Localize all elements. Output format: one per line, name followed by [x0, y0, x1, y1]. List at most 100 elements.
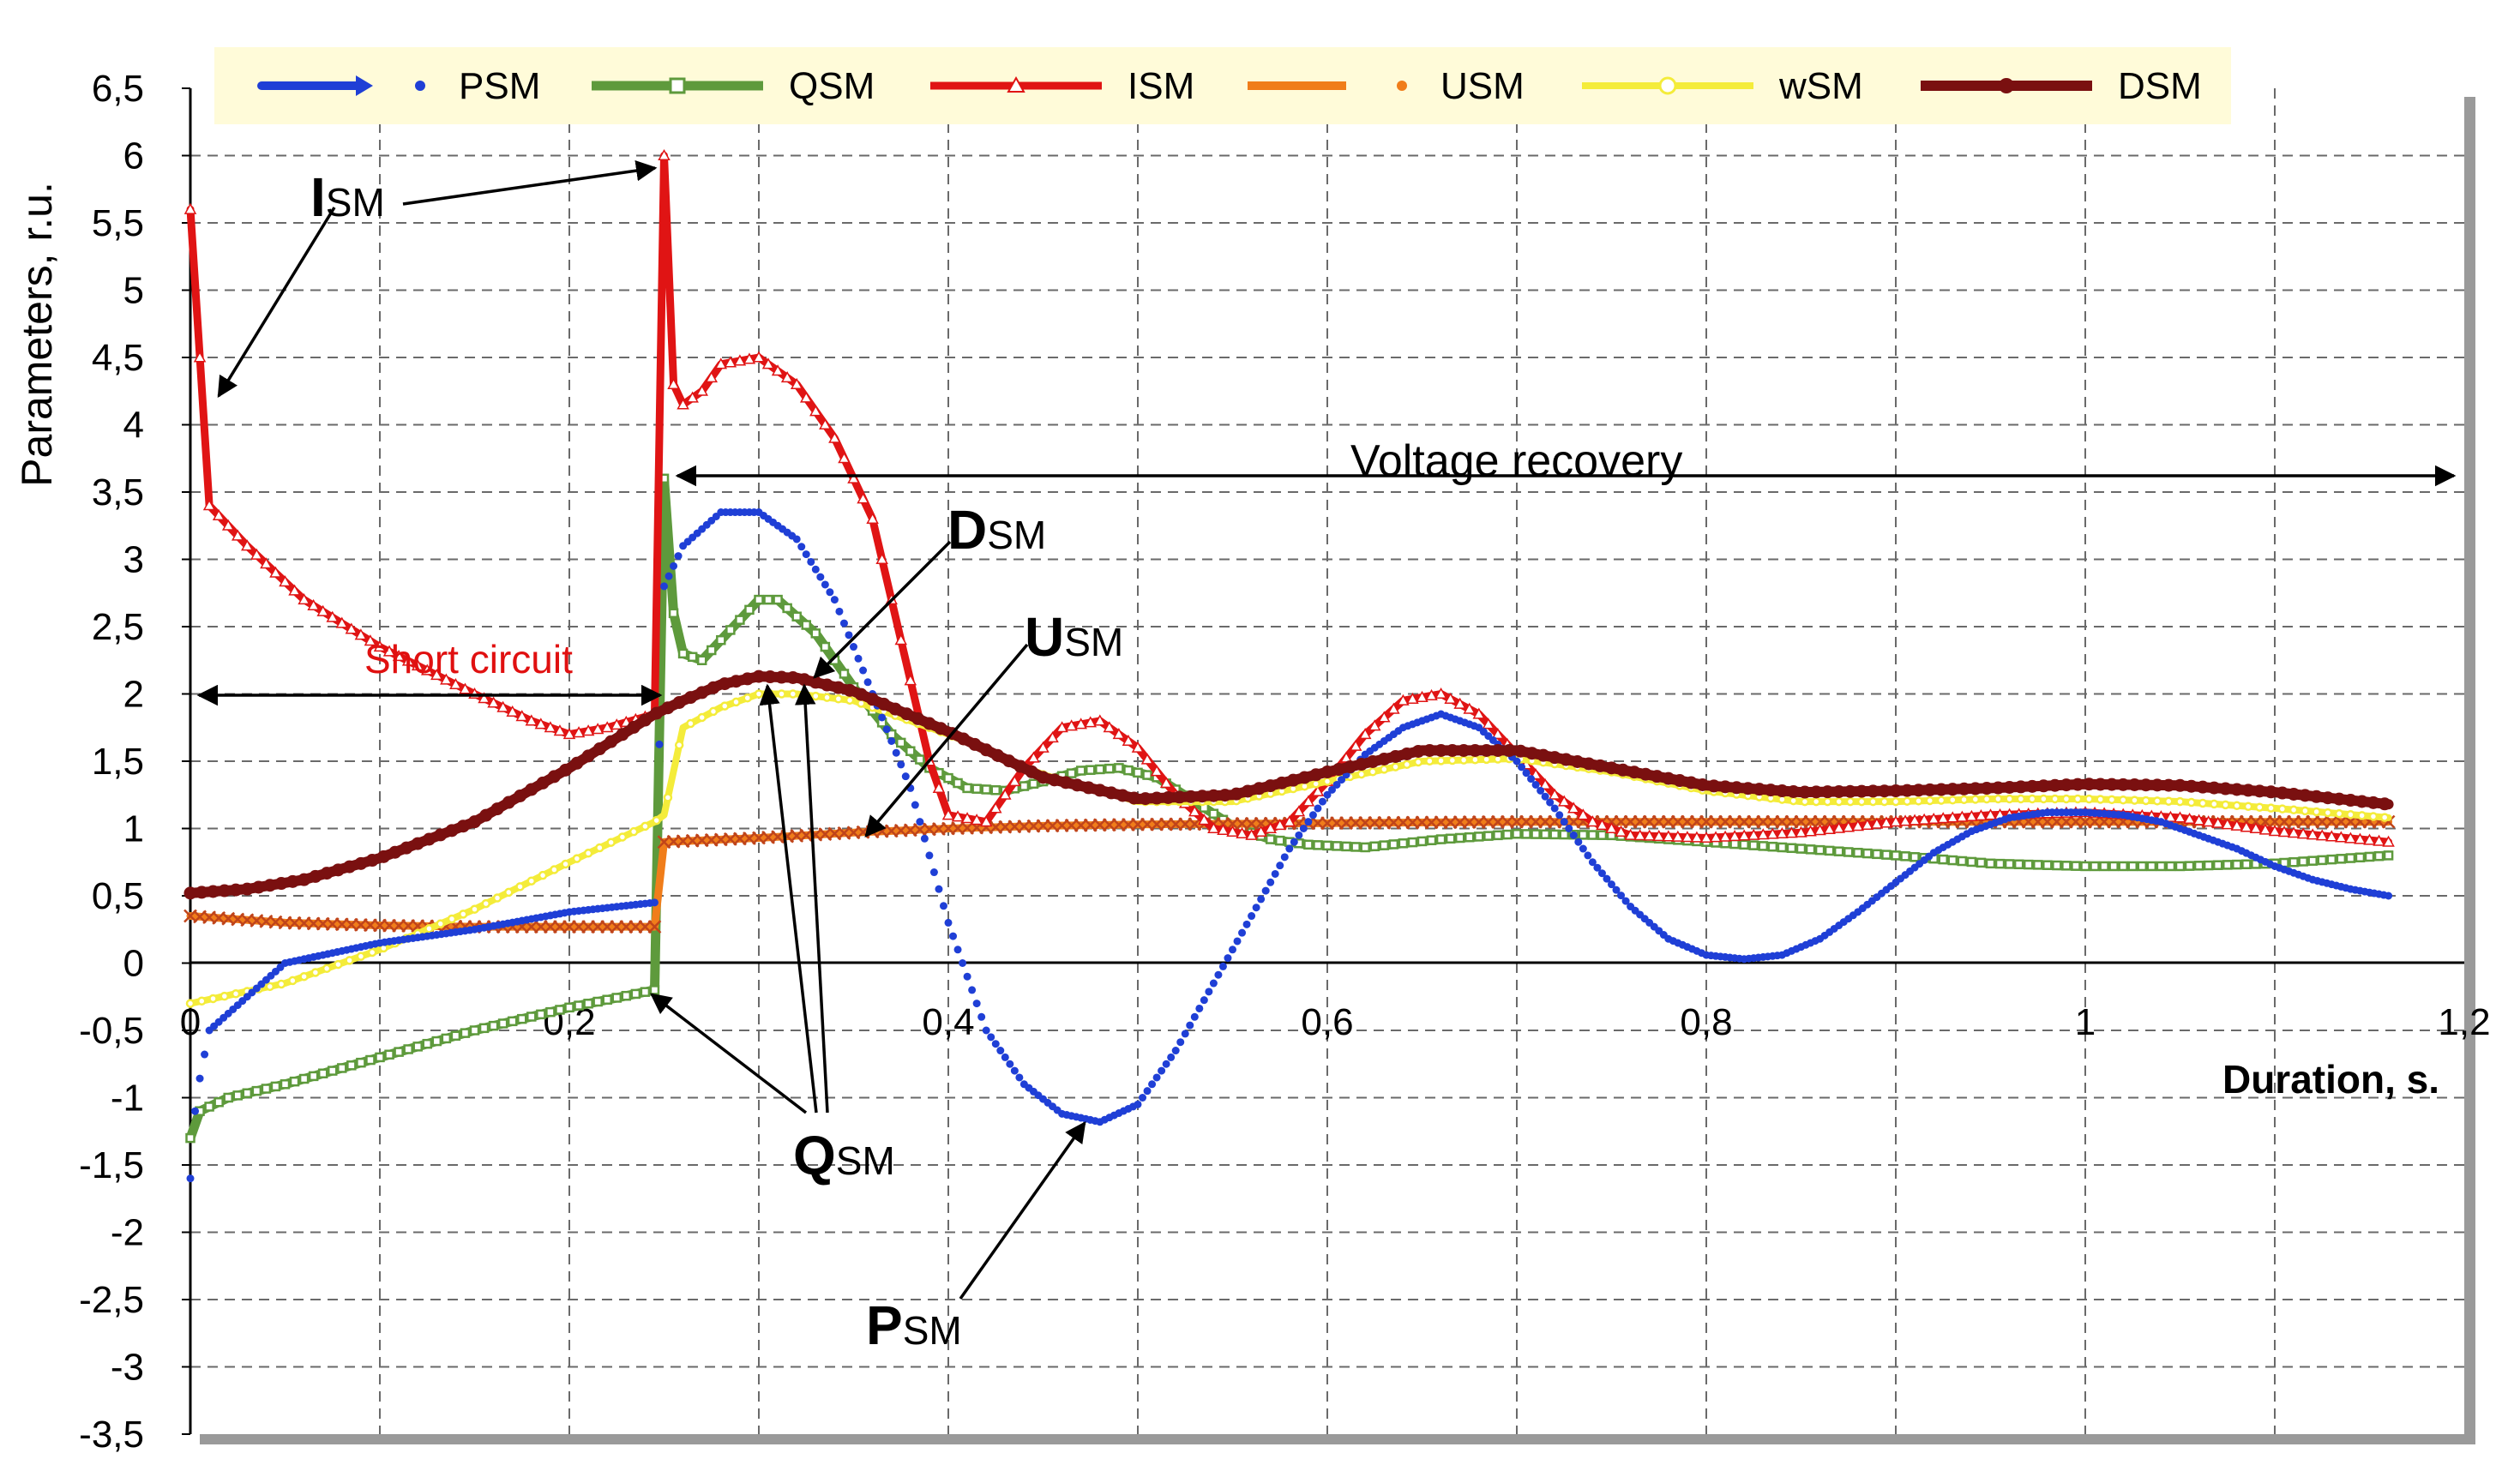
- usm-arrow: [864, 643, 1029, 838]
- point-dsm: [2298, 789, 2312, 802]
- point-ism: [382, 645, 396, 657]
- point-ism: [1548, 788, 1561, 800]
- legend-marker: [669, 77, 686, 94]
- point-wsm: [2221, 800, 2230, 810]
- point-psm: [1584, 851, 1592, 860]
- point-qsm: [1739, 839, 1749, 850]
- point-qsm: [251, 1085, 262, 1096]
- point-wsm: [2198, 798, 2208, 808]
- point-dsm: [1037, 771, 1049, 784]
- point-wsm: [458, 910, 468, 919]
- y-tick-label: 4,5: [92, 337, 144, 379]
- point-dsm: [1422, 743, 1436, 757]
- point-wsm: [1789, 796, 1798, 806]
- point-ism: [771, 364, 785, 376]
- point-dsm: [1048, 773, 1062, 787]
- point-wsm: [436, 919, 445, 928]
- point-dsm: [2139, 778, 2153, 792]
- point-ism: [1140, 753, 1154, 765]
- point-dsm: [2321, 791, 2335, 805]
- y-tick-label: 5: [123, 270, 144, 312]
- point-ism: [857, 492, 869, 504]
- point-wsm: [185, 999, 195, 1008]
- point-psm: [1257, 895, 1266, 904]
- point-wsm: [2312, 807, 2321, 817]
- point-ism: [1842, 820, 1855, 832]
- point-dsm: [1184, 790, 1198, 803]
- point-ism: [581, 724, 595, 736]
- point-ism: [1074, 717, 1087, 730]
- point-dsm: [252, 880, 266, 894]
- point-psm: [811, 565, 820, 573]
- point-psm: [1588, 858, 1597, 867]
- point-wsm: [719, 701, 730, 711]
- point-ism: [373, 640, 387, 652]
- point-wsm: [1471, 754, 1480, 765]
- point-wsm: [2232, 801, 2242, 811]
- point-qsm: [1966, 856, 1977, 868]
- point-wsm: [322, 964, 332, 974]
- point-dsm: [2094, 778, 2108, 791]
- y-tick-label: -2,5: [79, 1279, 144, 1321]
- point-qsm: [2317, 855, 2327, 866]
- point-qsm: [2174, 861, 2186, 872]
- y-tick-label: 3,5: [92, 471, 144, 513]
- point-wsm: [1368, 766, 1378, 777]
- point-ism: [525, 714, 538, 726]
- point-ism: [231, 529, 244, 541]
- point-ism: [610, 718, 623, 730]
- point-ism: [1491, 728, 1505, 740]
- point-qsm: [1881, 850, 1892, 860]
- point-ism: [288, 584, 301, 596]
- point-dsm: [2185, 779, 2198, 793]
- point-psm: [665, 572, 673, 580]
- y-tick-label: 6,5: [92, 68, 144, 110]
- point-wsm: [2334, 808, 2344, 819]
- point-qsm: [1795, 844, 1807, 854]
- point-ism: [260, 557, 273, 569]
- point-ism: [1254, 825, 1267, 837]
- point-ism: [420, 663, 434, 675]
- point-wsm: [2379, 813, 2390, 822]
- point-dsm: [957, 732, 971, 746]
- point-ism: [364, 634, 377, 646]
- point-qsm: [1265, 834, 1276, 844]
- point-qsm: [1578, 830, 1589, 840]
- point-qsm: [592, 996, 603, 1007]
- point-ism: [1425, 688, 1438, 701]
- point-ism: [1615, 825, 1627, 837]
- point-qsm: [497, 1018, 508, 1029]
- point-ism: [1766, 827, 1779, 839]
- point-dsm: [2219, 782, 2233, 796]
- point-qsm: [1938, 854, 1948, 865]
- point-ism: [1378, 711, 1391, 723]
- point-qsm: [707, 645, 717, 656]
- point-ism: [761, 357, 775, 369]
- point-dsm: [445, 824, 459, 838]
- point-dsm: [2252, 784, 2266, 798]
- legend-marker: [1999, 78, 2014, 93]
- point-qsm: [2184, 861, 2195, 871]
- point-psm: [935, 885, 943, 893]
- point-dsm: [1344, 760, 1357, 774]
- point-psm: [1181, 1030, 1189, 1038]
- point-wsm: [743, 693, 752, 703]
- series-dsm: [183, 669, 2394, 900]
- point-wsm: [1811, 796, 1821, 807]
- point-dsm: [627, 720, 641, 734]
- point-qsm: [1862, 848, 1873, 859]
- point-dsm: [2116, 778, 2130, 791]
- point-dsm: [183, 886, 197, 900]
- point-psm: [1143, 1087, 1152, 1096]
- point-ism: [1699, 831, 1713, 844]
- point-dsm: [2378, 797, 2391, 811]
- point-ism: [326, 610, 340, 622]
- point-psm: [1171, 1047, 1180, 1055]
- point-ism: [440, 673, 453, 685]
- point-psm: [1186, 1021, 1194, 1030]
- point-qsm: [2222, 860, 2233, 870]
- point-psm: [830, 596, 839, 604]
- point-wsm: [1402, 760, 1412, 770]
- point-ism: [752, 351, 766, 363]
- point-dsm: [2276, 786, 2289, 800]
